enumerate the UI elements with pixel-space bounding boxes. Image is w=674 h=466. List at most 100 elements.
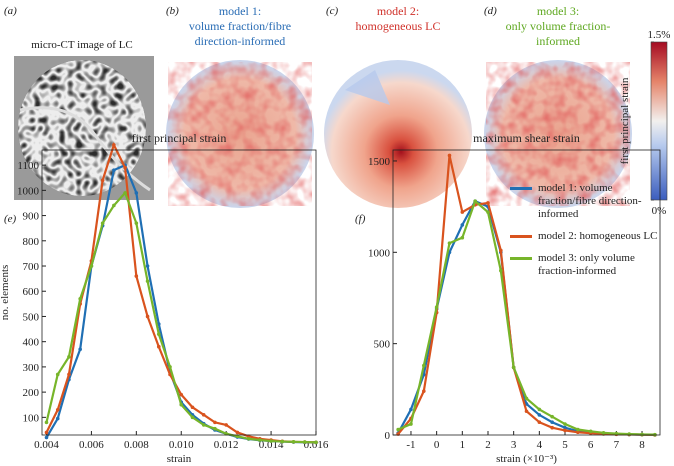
point	[291, 440, 296, 444]
point	[486, 210, 490, 214]
point	[601, 431, 606, 435]
x-tick-label: 0	[434, 439, 440, 451]
panel-label: (a)	[4, 5, 17, 17]
point	[576, 430, 580, 435]
point	[563, 428, 567, 433]
point	[235, 430, 240, 435]
x-tick-label: 6	[588, 439, 594, 451]
x-tick-label: 3	[511, 439, 517, 451]
point	[269, 439, 273, 443]
panel-title: direction-informed	[195, 34, 286, 48]
plot-frame	[41, 149, 317, 436]
y-tick-label: 1100	[17, 160, 39, 172]
x-tick-label: 4	[537, 439, 543, 451]
legend-swatch	[510, 235, 532, 238]
point	[55, 407, 60, 412]
point	[550, 414, 554, 419]
point	[409, 422, 413, 426]
panel-title: model 1:	[219, 4, 261, 18]
point	[179, 392, 184, 397]
y-tick-label: 400	[23, 337, 40, 349]
colorbar	[650, 41, 668, 201]
point	[473, 199, 477, 203]
point	[524, 396, 529, 401]
point	[145, 264, 150, 268]
legend-label: model 1: volume fraction/fibre direction…	[538, 182, 642, 220]
point	[422, 389, 426, 393]
point	[100, 178, 105, 183]
point	[588, 429, 593, 434]
x-tick-label: -1	[406, 439, 415, 451]
point	[112, 143, 116, 147]
y-tick-label: 600	[23, 286, 40, 298]
legend: model 1: volume fraction/fibre direction…	[510, 182, 660, 287]
legend-swatch	[510, 257, 532, 260]
strain-low-region	[345, 70, 390, 105]
y-tick-label: 700	[23, 261, 40, 273]
point	[537, 407, 542, 412]
point	[112, 168, 116, 172]
y-axis-label: no. elements	[0, 265, 11, 321]
point	[499, 248, 503, 253]
point	[213, 426, 217, 431]
strain-texture	[486, 62, 630, 206]
x-tick-label: 0.008	[124, 439, 149, 451]
strain-texture	[168, 62, 312, 206]
point	[640, 432, 644, 437]
point	[511, 365, 516, 370]
legend-entry: model 2: homogeneous LC	[510, 230, 660, 243]
panel-label: (e)	[4, 213, 17, 225]
x-axis-label: strain (×10⁻³)	[496, 453, 557, 465]
point	[460, 210, 465, 214]
point	[409, 407, 413, 412]
chart-title: first principal strain	[132, 131, 227, 145]
point	[314, 440, 318, 445]
point	[145, 279, 150, 283]
panel-title: model 3:	[537, 4, 579, 18]
point	[201, 413, 206, 417]
point	[201, 423, 206, 427]
point	[563, 425, 567, 430]
colorbar-label: first principal strain	[619, 77, 631, 164]
y-tick-label: 300	[23, 362, 40, 374]
y-tick-label: 1500	[368, 156, 391, 168]
panel-title: volume fraction/fibre	[189, 19, 291, 33]
ct-vessel	[19, 106, 151, 192]
colorbar-tick-label: 1.5%	[648, 29, 671, 41]
y-tick-label: 100	[23, 412, 40, 424]
panel-label: (b)	[166, 5, 179, 17]
point	[55, 416, 60, 421]
point	[78, 297, 82, 301]
point	[460, 235, 465, 240]
x-axis-label: strain	[167, 453, 192, 465]
chart-title: maximum shear strain	[473, 131, 580, 145]
point	[550, 420, 554, 425]
point	[447, 153, 452, 158]
strain-map	[324, 60, 472, 208]
point	[537, 420, 542, 425]
point	[123, 165, 127, 170]
point	[112, 203, 116, 208]
x-tick-label: 0.010	[169, 439, 194, 451]
point	[396, 427, 400, 432]
legend-swatch	[510, 187, 532, 190]
panel-title: informed	[536, 34, 580, 48]
y-tick-label: 200	[23, 387, 40, 399]
point	[246, 436, 251, 441]
point	[67, 355, 71, 359]
x-tick-label: 0.004	[34, 439, 59, 451]
legend-label: model 3: only volume fraction-informed	[538, 252, 635, 277]
point	[156, 344, 161, 349]
y-tick-label: 500	[23, 311, 40, 323]
point	[145, 314, 150, 319]
point	[213, 420, 217, 425]
point	[67, 372, 71, 377]
point	[224, 423, 228, 427]
point	[422, 363, 426, 368]
point	[537, 413, 542, 417]
x-tick-label: 0.012	[214, 439, 239, 451]
point	[179, 402, 184, 407]
point	[434, 305, 439, 309]
point	[280, 439, 285, 444]
